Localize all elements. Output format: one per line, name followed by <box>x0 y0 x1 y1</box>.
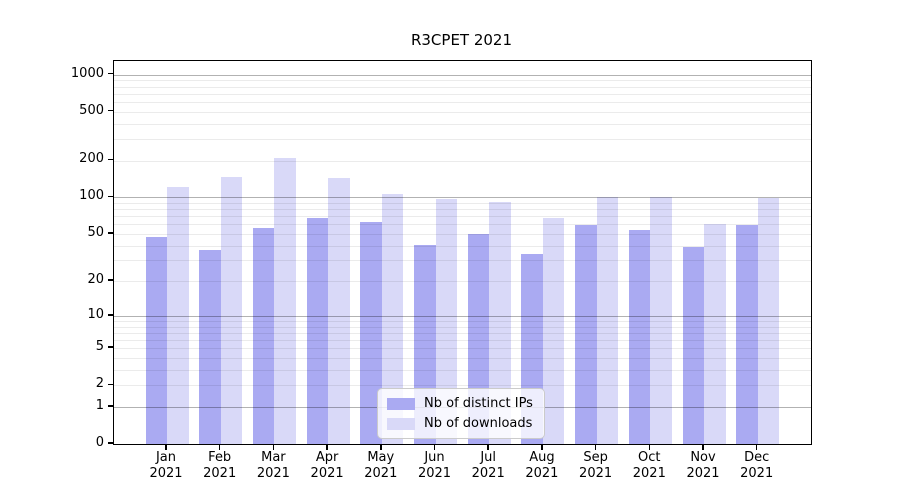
x-tick-mark-feb <box>218 444 221 450</box>
gridline-major-100 <box>114 197 811 199</box>
x-tick-label-may: May 2021 <box>364 450 398 481</box>
x-tick-label-apr: Apr 2021 <box>310 450 344 481</box>
bar-downloads-may <box>381 194 404 444</box>
x-tick-label-jan: Jan 2021 <box>149 450 183 481</box>
y-tick-mark-1000 <box>107 72 113 75</box>
legend-item-downloads: Nb of downloads <box>387 416 533 431</box>
x-tick-label-jul: Jul 2021 <box>471 450 505 481</box>
y-tick-label-50: 50 <box>87 224 104 240</box>
y-tick-label-2: 2 <box>95 376 104 392</box>
x-tick-mark-jan <box>165 444 167 450</box>
x-tick-mark-jul <box>487 444 489 450</box>
x-tick-mark-apr <box>326 444 328 450</box>
y-tick-mark-20 <box>107 279 113 281</box>
bar-downloads-sep <box>596 196 619 444</box>
y-tick-label-200: 200 <box>79 151 104 167</box>
bar-downloads-jun <box>435 198 457 444</box>
bar-distinct-ips-apr <box>306 218 329 444</box>
bar-distinct-ips-feb <box>199 249 221 444</box>
legend-label-distinct-ips: Nb of distinct IPs <box>424 396 533 411</box>
y-tick-label-1000: 1000 <box>70 65 104 81</box>
x-tick-mark-nov <box>702 444 704 450</box>
bar-downloads-apr <box>328 178 350 444</box>
x-tick-mark-aug <box>541 444 543 450</box>
x-tick-label-dec: Dec 2021 <box>740 450 774 481</box>
y-tick-mark-100 <box>107 195 113 198</box>
bar-downloads-oct <box>650 197 672 444</box>
bar-distinct-ips-jan <box>145 237 167 444</box>
bar-distinct-ips-sep <box>575 225 597 444</box>
x-tick-mark-dec <box>755 444 758 450</box>
x-tick-mark-oct <box>648 444 651 450</box>
bar-downloads-dec <box>757 198 780 444</box>
y-tick-label-0: 0 <box>95 435 104 450</box>
x-tick-mark-mar <box>272 444 275 450</box>
bar-downloads-aug <box>542 217 565 444</box>
bar-distinct-ips-mar <box>252 227 275 444</box>
legend-swatch-distinct-ips <box>387 397 415 410</box>
bar-distinct-ips-dec <box>736 225 758 444</box>
x-tick-label-mar: Mar 2021 <box>256 450 290 481</box>
y-tick-label-5: 5 <box>95 339 104 355</box>
bar-downloads-jan <box>167 187 189 444</box>
gridline-minor-90 <box>114 202 811 204</box>
y-tick-mark-10 <box>107 314 113 316</box>
y-tick-label-100: 100 <box>79 188 104 204</box>
y-tick-mark-500 <box>107 109 113 112</box>
y-tick-mark-0 <box>107 442 113 444</box>
bar-distinct-ips-nov <box>682 246 704 444</box>
bar-distinct-ips-oct <box>628 229 651 444</box>
x-tick-label-sep: Sep 2021 <box>579 450 613 481</box>
legend-label-downloads: Nb of downloads <box>424 416 533 431</box>
bar-downloads-jul <box>489 202 511 444</box>
gridline-minor-900 <box>114 80 811 82</box>
gridline-minor-500 <box>114 111 811 113</box>
x-tick-mark-may <box>380 444 382 450</box>
gridline-major-1000 <box>114 74 811 76</box>
y-tick-label-500: 500 <box>79 102 104 118</box>
x-tick-label-feb: Feb 2021 <box>203 450 237 481</box>
bar-downloads-mar <box>274 158 296 444</box>
bar-downloads-feb <box>220 177 243 444</box>
y-tick-mark-50 <box>107 232 113 234</box>
y-tick-mark-1 <box>107 405 113 407</box>
legend-item-distinct-ips: Nb of distinct IPs <box>387 396 533 411</box>
x-tick-mark-sep <box>594 444 597 450</box>
gridline-minor-700 <box>114 93 811 95</box>
gridline-minor-600 <box>114 101 811 103</box>
gridline-minor-200 <box>114 160 811 162</box>
gridline-minor-400 <box>114 123 811 125</box>
y-tick-label-20: 20 <box>87 272 104 288</box>
legend-swatch-downloads <box>387 417 415 430</box>
x-tick-label-nov: Nov 2021 <box>686 450 720 481</box>
gridline-minor-300 <box>114 138 811 140</box>
x-tick-label-oct: Oct 2021 <box>632 450 666 481</box>
gridline-minor-70 <box>114 216 811 218</box>
y-tick-label-1: 1 <box>95 397 104 413</box>
y-tick-mark-2 <box>107 383 113 386</box>
y-tick-mark-200 <box>107 158 113 161</box>
gridline-minor-80 <box>114 209 811 211</box>
gridline-minor-800 <box>114 86 811 88</box>
x-tick-label-aug: Aug 2021 <box>525 450 559 481</box>
bar-downloads-nov <box>704 224 726 444</box>
y-tick-mark-5 <box>107 346 113 348</box>
y-tick-label-10: 10 <box>87 306 104 322</box>
bar-distinct-ips-may <box>360 221 382 444</box>
x-tick-mark-jun <box>433 444 436 450</box>
x-tick-label-jun: Jun 2021 <box>417 450 452 481</box>
chart-title: R3CPET 2021 <box>410 31 513 49</box>
plot-area: Nb of distinct IPs Nb of downloads <box>113 60 812 445</box>
legend: Nb of distinct IPs Nb of downloads <box>377 388 545 439</box>
